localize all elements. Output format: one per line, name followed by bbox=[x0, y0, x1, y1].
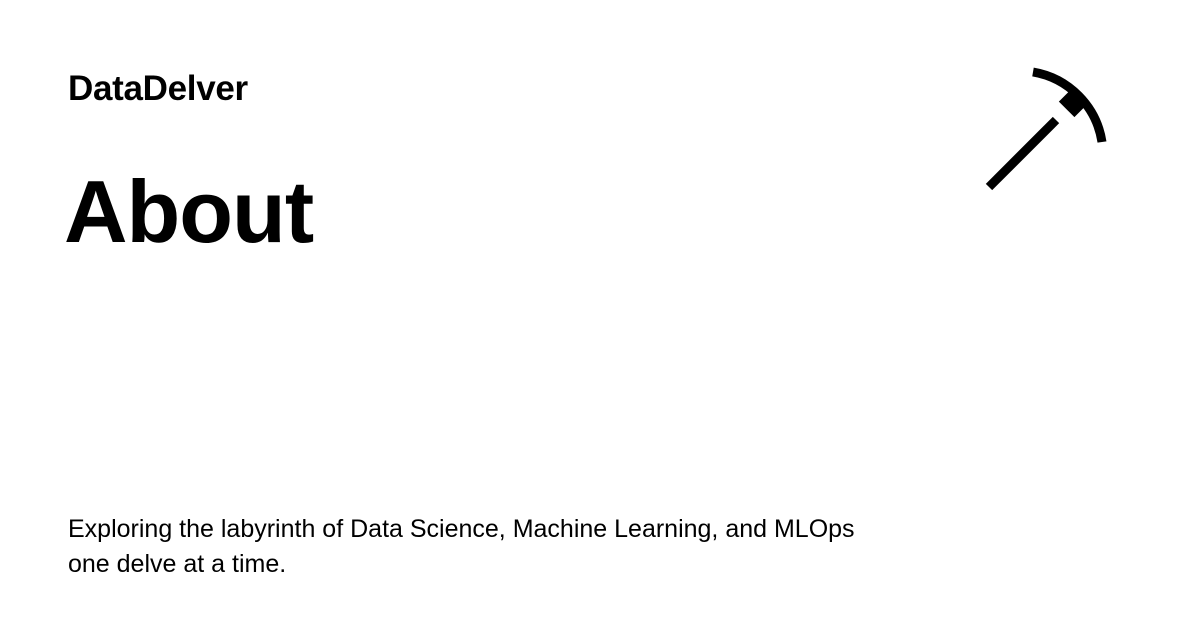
page-title: About bbox=[64, 162, 314, 261]
site-name: DataDelver bbox=[68, 69, 248, 108]
pickaxe-icon bbox=[985, 67, 1107, 191]
site-description: Exploring the labyrinth of Data Science,… bbox=[68, 515, 855, 578]
